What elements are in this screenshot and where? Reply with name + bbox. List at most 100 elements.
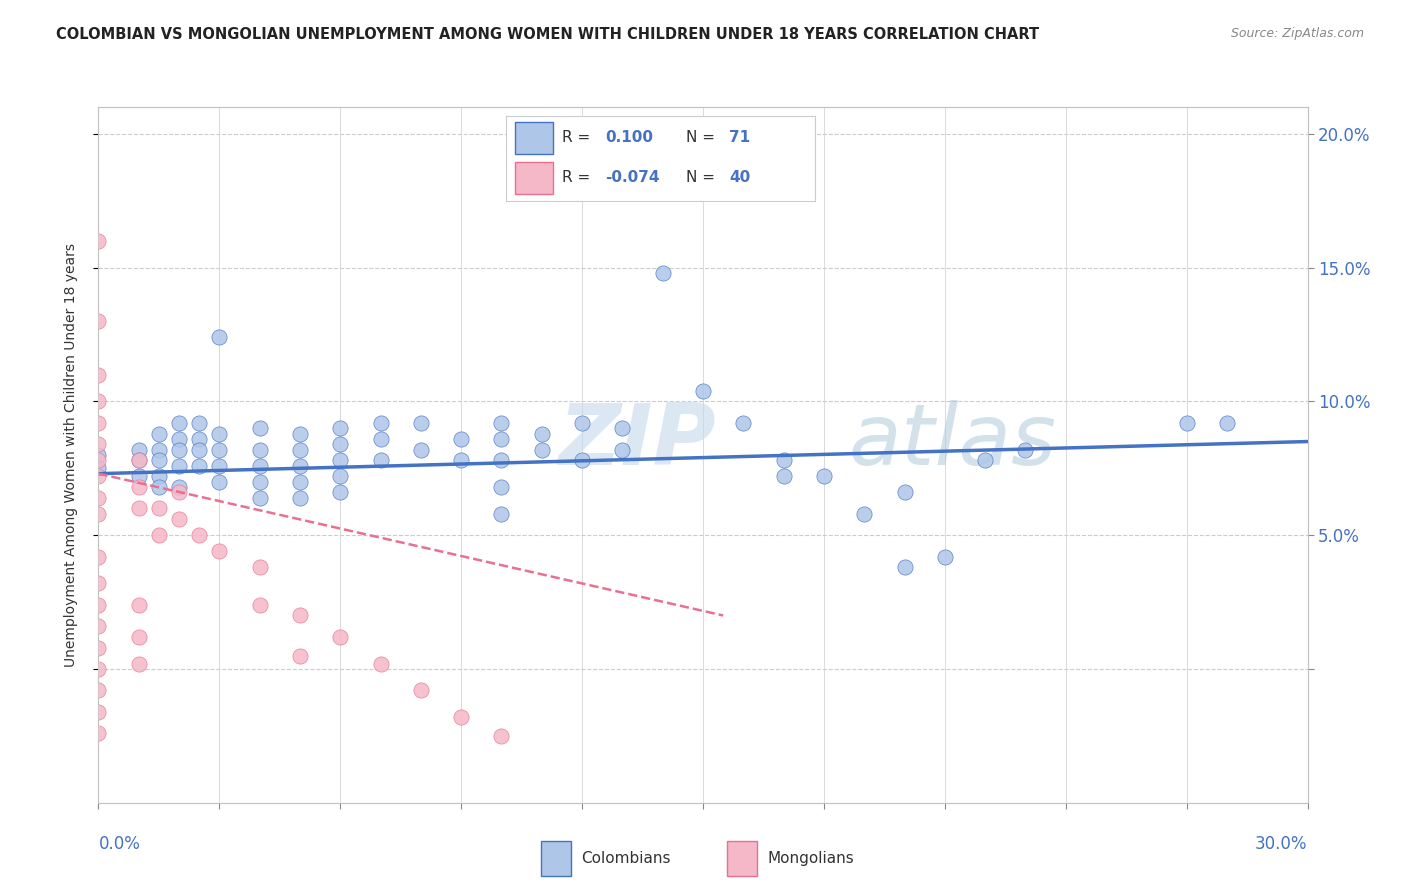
Bar <box>727 841 756 876</box>
Point <box>491 453 513 467</box>
Point <box>288 458 311 473</box>
Point <box>893 560 915 574</box>
Point <box>188 442 211 457</box>
Text: 30.0%: 30.0% <box>1256 835 1308 853</box>
Text: 0.0%: 0.0% <box>98 835 141 853</box>
Point <box>1216 416 1239 430</box>
Point <box>571 453 593 467</box>
Point <box>167 485 190 500</box>
Point <box>167 458 190 473</box>
Point <box>87 453 110 467</box>
Point <box>249 491 271 505</box>
Point <box>167 512 190 526</box>
Point <box>188 416 211 430</box>
Point <box>148 501 170 516</box>
Point <box>87 368 110 382</box>
Point <box>934 549 956 564</box>
Point <box>87 683 110 698</box>
Point <box>853 507 876 521</box>
Point <box>409 442 432 457</box>
Point <box>148 469 170 483</box>
Point <box>87 549 110 564</box>
Point <box>813 469 835 483</box>
Point <box>148 453 170 467</box>
Point <box>87 469 110 483</box>
Point <box>249 458 271 473</box>
Point <box>249 560 271 574</box>
Text: N =: N = <box>686 170 720 186</box>
Text: atlas: atlas <box>848 400 1056 483</box>
Text: N =: N = <box>686 130 720 145</box>
Bar <box>516 161 553 194</box>
Point <box>329 469 352 483</box>
Point <box>188 432 211 446</box>
Point <box>249 475 271 489</box>
Point <box>491 416 513 430</box>
Point <box>167 432 190 446</box>
Point <box>128 442 150 457</box>
Point <box>893 485 915 500</box>
Point <box>329 485 352 500</box>
Text: 40: 40 <box>728 170 751 186</box>
Point <box>148 480 170 494</box>
Point <box>329 437 352 451</box>
Text: Colombians: Colombians <box>582 851 671 866</box>
Point <box>87 234 110 248</box>
Point <box>87 662 110 676</box>
Point <box>1175 416 1198 430</box>
Point <box>208 426 231 441</box>
Point <box>167 480 190 494</box>
Point <box>87 619 110 633</box>
Point <box>288 475 311 489</box>
Text: COLOMBIAN VS MONGOLIAN UNEMPLOYMENT AMONG WOMEN WITH CHILDREN UNDER 18 YEARS COR: COLOMBIAN VS MONGOLIAN UNEMPLOYMENT AMON… <box>56 27 1039 42</box>
Point <box>167 416 190 430</box>
Point <box>733 416 755 430</box>
Point <box>974 453 997 467</box>
Point <box>491 432 513 446</box>
Point <box>128 598 150 612</box>
Point <box>249 421 271 435</box>
Point <box>772 453 794 467</box>
Point <box>208 330 231 344</box>
Point <box>87 598 110 612</box>
Point <box>288 608 311 623</box>
Point <box>370 657 392 671</box>
Point <box>772 469 794 483</box>
Point <box>87 437 110 451</box>
Text: R =: R = <box>562 170 595 186</box>
Point <box>370 416 392 430</box>
Point <box>188 528 211 542</box>
Point <box>530 426 553 441</box>
Point <box>167 442 190 457</box>
Point <box>128 453 150 467</box>
Point <box>87 314 110 328</box>
Point <box>128 630 150 644</box>
Point <box>148 442 170 457</box>
Point <box>491 480 513 494</box>
Point <box>409 683 432 698</box>
Point <box>87 507 110 521</box>
Text: -0.074: -0.074 <box>605 170 659 186</box>
Point <box>450 710 472 724</box>
Point <box>87 461 110 475</box>
Text: ZIP: ZIP <box>558 400 716 483</box>
Bar <box>516 122 553 154</box>
Point <box>87 394 110 409</box>
Point <box>128 453 150 467</box>
Point <box>288 491 311 505</box>
Point <box>87 640 110 655</box>
Text: 71: 71 <box>728 130 749 145</box>
Text: Source: ZipAtlas.com: Source: ZipAtlas.com <box>1230 27 1364 40</box>
Point <box>288 442 311 457</box>
Bar <box>541 841 571 876</box>
Point <box>612 442 634 457</box>
Point <box>288 426 311 441</box>
Point <box>208 442 231 457</box>
Point <box>329 630 352 644</box>
Point <box>370 453 392 467</box>
Point <box>87 705 110 719</box>
Point <box>491 729 513 743</box>
Point <box>128 657 150 671</box>
Point <box>491 507 513 521</box>
Point <box>530 442 553 457</box>
